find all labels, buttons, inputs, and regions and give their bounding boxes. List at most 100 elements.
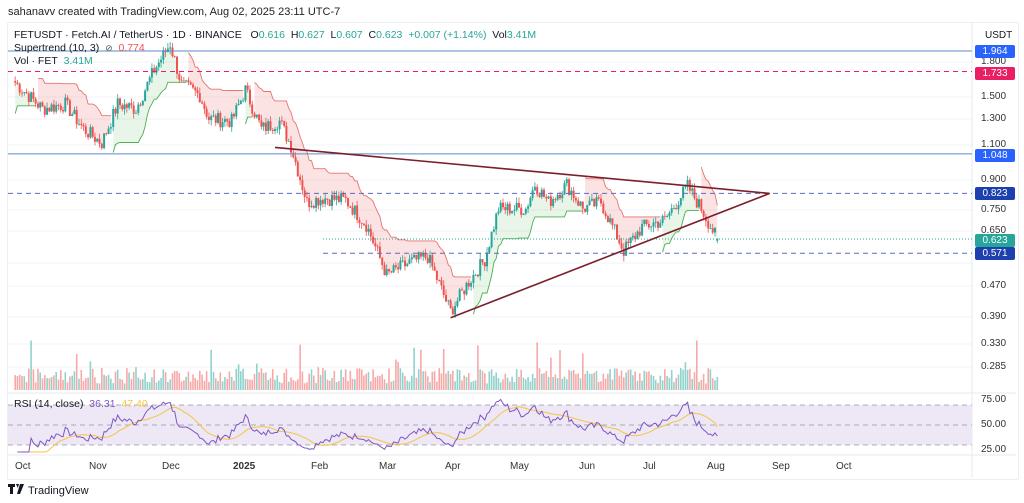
candle-body xyxy=(358,220,361,223)
candle-body xyxy=(581,201,584,209)
volume-bar xyxy=(689,368,691,390)
volume-bar xyxy=(148,382,151,390)
volume-bar xyxy=(577,373,579,390)
candle-body xyxy=(474,274,477,276)
volume-bar xyxy=(545,371,548,390)
volume-bar xyxy=(162,369,165,390)
volume-value: 3.41M xyxy=(506,29,537,41)
volume-bar xyxy=(249,379,251,390)
volume-bar xyxy=(652,376,655,390)
candle-body xyxy=(531,190,534,198)
candle-body xyxy=(502,202,504,208)
volume-bar xyxy=(657,382,659,390)
volume-bar xyxy=(554,374,557,390)
volume-bar xyxy=(208,381,210,390)
volume-bar xyxy=(41,378,44,390)
volume-bar xyxy=(358,368,361,390)
volume-bar xyxy=(438,368,440,390)
candle-body xyxy=(109,127,112,129)
candle-body xyxy=(590,198,593,201)
volume-bar xyxy=(173,371,176,390)
tradingview-brand[interactable]: TradingView xyxy=(8,484,89,497)
candle-body xyxy=(574,198,577,201)
volume-bar xyxy=(64,372,67,390)
volume-bar xyxy=(119,378,121,390)
supertrend-up-fill xyxy=(113,48,187,153)
candle-body xyxy=(559,194,561,199)
candle-body xyxy=(41,102,44,107)
volume-bar xyxy=(680,368,682,390)
rsi-legend[interactable]: RSI (14, close) 36.31 47.40 xyxy=(14,398,148,410)
volume-bar xyxy=(44,375,46,390)
candle-body xyxy=(331,195,333,206)
candle-body xyxy=(171,47,174,56)
candle-body xyxy=(595,197,598,207)
candle-body xyxy=(235,105,238,117)
candle-body xyxy=(239,100,242,105)
rsi-label: RSI (14, close) xyxy=(14,398,84,410)
candle-body xyxy=(435,270,438,280)
volume-bar xyxy=(180,381,183,390)
volume-bar xyxy=(55,372,57,390)
candle-body xyxy=(276,129,279,131)
supertrend-down-fill xyxy=(188,52,244,125)
candle-body xyxy=(75,109,78,125)
candle-body xyxy=(451,308,454,315)
candle-body xyxy=(306,197,308,198)
volume-bar xyxy=(664,369,666,390)
volume-bar xyxy=(246,379,249,390)
candle-body xyxy=(119,98,121,106)
volume-bar xyxy=(57,379,60,390)
candle-body xyxy=(620,243,623,249)
time-tick: Apr xyxy=(445,461,461,472)
volume-bar xyxy=(634,371,636,390)
candle-body xyxy=(187,80,190,83)
volume-bar xyxy=(25,382,28,390)
volume-bar xyxy=(75,354,78,390)
candle-body xyxy=(631,235,634,238)
candle-body xyxy=(43,106,46,115)
volume-bar xyxy=(677,374,680,390)
volume-bar xyxy=(203,380,206,390)
candle-body xyxy=(647,224,650,228)
supertrend-legend[interactable]: Supertrend (10, 3) ⊘ 0.774 xyxy=(14,42,145,54)
volume-bar xyxy=(187,371,190,390)
candle-body xyxy=(413,254,416,258)
volume-bar xyxy=(103,374,105,390)
volume-bar xyxy=(698,381,700,390)
volume-bar xyxy=(629,369,632,390)
candle-body xyxy=(198,93,201,103)
volume-bar xyxy=(303,383,306,390)
volume-bar xyxy=(477,345,479,390)
candle-body xyxy=(221,122,224,128)
volume-bar xyxy=(48,378,51,390)
price-level-badge: 1.048 xyxy=(975,149,1015,162)
volume-bar xyxy=(344,369,347,390)
candle-body xyxy=(27,93,30,102)
hidden-eye-icon[interactable]: ⊘ xyxy=(105,43,113,53)
volume-legend[interactable]: Vol · FET 3.41M xyxy=(14,55,93,67)
candle-body xyxy=(684,185,687,187)
rsi-ma-value: 47.40 xyxy=(121,398,148,410)
volume-bar xyxy=(711,378,714,390)
volume-bar xyxy=(331,378,333,390)
volume-bar xyxy=(486,383,488,390)
volume-bar xyxy=(132,371,135,390)
candle-body xyxy=(146,81,149,91)
symbol-title[interactable]: FETUSDT · Fetch.AI / TetherUS · 1D · BIN… xyxy=(14,29,242,41)
candle-body xyxy=(424,253,427,258)
volume-bar xyxy=(347,381,349,390)
candle-body xyxy=(139,104,142,106)
volume-bar xyxy=(693,372,696,390)
open-value: 0.616 xyxy=(258,29,285,41)
candle-body xyxy=(622,248,625,256)
candle-body xyxy=(14,81,17,83)
volume-bar xyxy=(201,374,203,390)
candle-body xyxy=(381,257,384,265)
candle-body xyxy=(137,104,140,113)
volume-bar xyxy=(62,379,64,390)
candle-body xyxy=(552,199,555,206)
price-tick: 0.330 xyxy=(981,338,1007,349)
volume-bar xyxy=(509,381,511,390)
